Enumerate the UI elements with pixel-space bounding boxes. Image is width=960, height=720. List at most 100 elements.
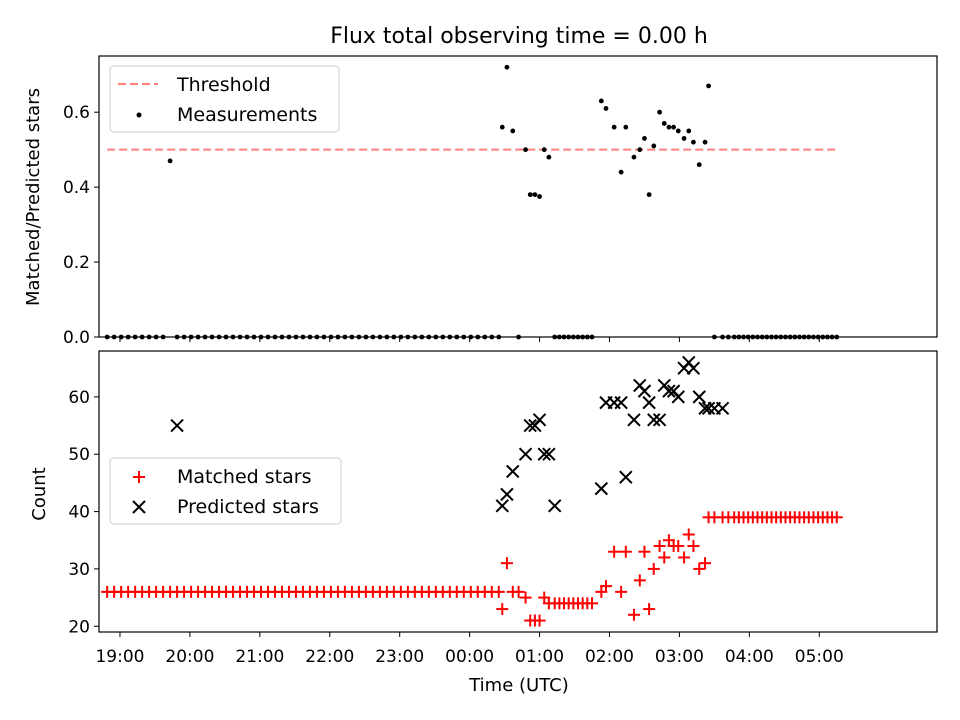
bottom-panel-ylabel: Count bbox=[29, 467, 50, 520]
measurement-point bbox=[603, 106, 609, 111]
predicted-point bbox=[686, 361, 701, 375]
top-panel: 0.0 0.2 0.4 0.6 Matched/Predicted stars Thr… bbox=[23, 55, 938, 348]
bottom-ytick-label: 20 bbox=[68, 617, 90, 637]
bottom-xtick-label: 01:00 bbox=[515, 647, 564, 667]
predicted-point bbox=[542, 447, 556, 461]
matched-point bbox=[627, 608, 640, 621]
predicted-point bbox=[637, 384, 652, 398]
predicted-point bbox=[500, 487, 514, 502]
bottom-xtick-label: 20:00 bbox=[165, 647, 214, 667]
measurement-point bbox=[696, 162, 702, 168]
bottom-ytick-label: 50 bbox=[68, 445, 90, 465]
predicted-point bbox=[647, 413, 661, 427]
legend-measurements-label: Measurements bbox=[177, 104, 317, 126]
measurement-point bbox=[681, 136, 687, 141]
top-panel-legend: Threshold Measurements bbox=[109, 65, 340, 133]
legend-matched-swatch bbox=[133, 471, 145, 483]
predicted-point bbox=[506, 464, 520, 479]
matched-point bbox=[693, 562, 706, 575]
bottom-panel-marks bbox=[101, 355, 843, 627]
measurement-point bbox=[523, 147, 528, 153]
bottom-xtick-label: 00:00 bbox=[445, 647, 494, 667]
predicted-point bbox=[614, 395, 628, 410]
matched-point bbox=[519, 591, 532, 604]
bottom-panel: 20 30 40 50 60 19:00 20:00 21:00 22:00 23:00 00:00… bbox=[29, 350, 938, 696]
predicted-point bbox=[701, 401, 716, 416]
top-ytick-label: 0.0 bbox=[63, 328, 90, 348]
top-legend-box bbox=[109, 65, 340, 133]
bottom-xtick-label: 19:00 bbox=[95, 647, 144, 667]
matched-point bbox=[658, 551, 671, 564]
bottom-xtick-label: 21:00 bbox=[235, 647, 284, 667]
legend-predicted-label: Predicted stars bbox=[177, 496, 319, 518]
predicted-point bbox=[671, 390, 685, 404]
top-panel-marks bbox=[104, 64, 840, 340]
measurement-point bbox=[675, 128, 681, 134]
predicted-point bbox=[532, 413, 547, 427]
bottom-xtick-label: 05:00 bbox=[795, 647, 844, 667]
measurement-point bbox=[499, 124, 505, 130]
predicted-point bbox=[692, 390, 706, 404]
matched-point bbox=[492, 585, 505, 598]
matched-point bbox=[672, 539, 685, 552]
matched-point bbox=[643, 603, 656, 616]
matched-point bbox=[687, 539, 700, 552]
measurement-point bbox=[661, 121, 667, 126]
predicted-point bbox=[715, 401, 730, 416]
top-ytick-label: 0.6 bbox=[63, 103, 90, 123]
bottom-panel-xlabel: Time (UTC) bbox=[468, 675, 569, 696]
measurement-point bbox=[642, 136, 647, 141]
measurement-point bbox=[631, 154, 637, 160]
predicted-point bbox=[662, 384, 676, 398]
bottom-panel-frame bbox=[98, 350, 938, 633]
matched-point bbox=[599, 580, 612, 593]
predicted-point bbox=[495, 499, 509, 513]
predicted-point bbox=[594, 481, 609, 496]
bottom-ytick-label: 40 bbox=[68, 503, 90, 523]
measurement-point bbox=[537, 194, 542, 199]
top-ytick-label: 0.4 bbox=[63, 178, 90, 198]
legend-threshold-label: Threshold bbox=[176, 74, 271, 96]
predicted-point bbox=[627, 413, 641, 427]
predicted-point bbox=[548, 499, 562, 513]
legend-predicted-swatch bbox=[132, 500, 146, 514]
matched-point bbox=[678, 551, 691, 564]
bottom-ytick-label: 60 bbox=[68, 388, 90, 408]
measurement-point bbox=[532, 192, 538, 198]
top-ytick-label: 0.2 bbox=[63, 253, 90, 273]
matched-point bbox=[586, 597, 599, 610]
matched-point bbox=[533, 614, 546, 627]
matched-point bbox=[647, 562, 660, 575]
matched-point bbox=[682, 528, 695, 541]
bottom-xtick-label: 03:00 bbox=[655, 647, 704, 667]
figure-title: Flux total observing time = 0.00 h bbox=[330, 24, 708, 49]
matched-point bbox=[615, 585, 628, 598]
measurement-point bbox=[598, 98, 604, 104]
predicted-point bbox=[518, 447, 533, 461]
legend-measurements-swatch bbox=[136, 112, 142, 118]
legend-matched-label: Matched stars bbox=[177, 466, 311, 488]
measurement-point bbox=[541, 147, 547, 153]
matched-point bbox=[638, 545, 651, 558]
measurement-point bbox=[671, 124, 676, 130]
matched-point bbox=[512, 585, 525, 598]
predicted-point bbox=[652, 413, 667, 427]
bottom-legend-box bbox=[109, 457, 342, 525]
measurement-point bbox=[167, 158, 173, 164]
measurement-point bbox=[646, 192, 652, 198]
measurement-point bbox=[504, 64, 510, 70]
predicted-point bbox=[537, 447, 551, 461]
bottom-panel-legend: Matched stars Predicted stars bbox=[109, 457, 342, 525]
measurement-point bbox=[546, 154, 552, 160]
measurement-point bbox=[706, 83, 711, 89]
bottom-xtick-label: 02:00 bbox=[585, 647, 634, 667]
predicted-point bbox=[523, 418, 537, 433]
predicted-point bbox=[642, 395, 656, 410]
bottom-xtick-label: 04:00 bbox=[725, 647, 774, 667]
bottom-xtick-label: 23:00 bbox=[375, 647, 424, 667]
top-panel-frame bbox=[98, 55, 938, 338]
bottom-panel-axes: 20 30 40 50 60 19:00 20:00 21:00 22:00 23:00 00:00… bbox=[68, 388, 843, 667]
measurement-point bbox=[527, 192, 533, 198]
